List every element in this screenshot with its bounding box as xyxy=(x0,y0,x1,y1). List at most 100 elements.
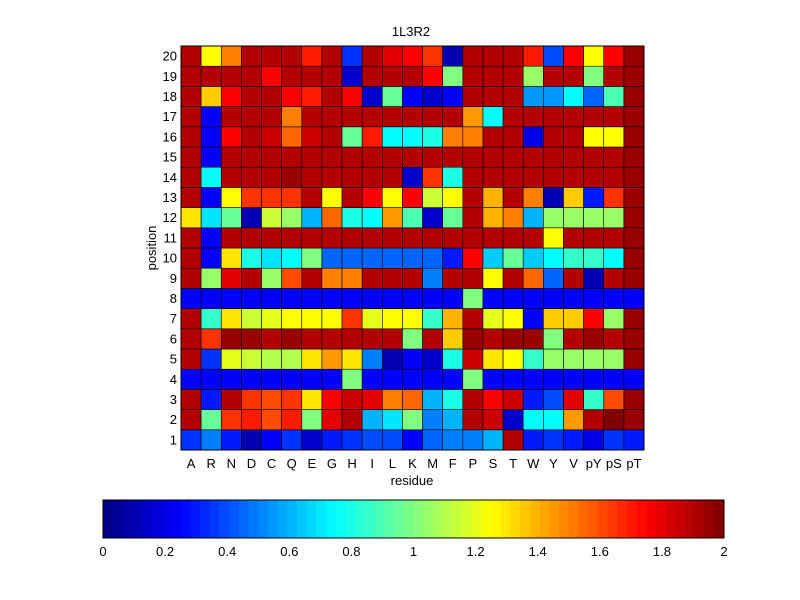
heatmap-cell xyxy=(623,328,645,350)
heatmap-cell xyxy=(180,288,202,309)
heatmap-cell xyxy=(200,65,222,87)
heatmap-cell xyxy=(543,65,564,87)
x-tick-label: Q xyxy=(287,456,297,471)
heatmap-cell xyxy=(623,288,645,309)
colorbar-tick-label: 0 xyxy=(99,544,106,559)
x-tick-label: Y xyxy=(549,456,558,471)
heatmap-cell xyxy=(522,308,544,330)
heatmap-cell xyxy=(502,328,524,350)
colorbar-tick-labels: 0 0.2 0.4 0.6 0.8 1 1.2 1.4 1.6 1.8 2 xyxy=(99,544,727,559)
heatmap-cell xyxy=(442,389,464,410)
heatmap-cell xyxy=(482,187,504,208)
heatmap-cell xyxy=(301,207,323,229)
heatmap-cell xyxy=(402,348,423,370)
colorbar-band xyxy=(607,500,618,538)
heatmap-cell xyxy=(543,166,564,188)
heatmap-cell xyxy=(200,207,222,229)
chart-title: 1L3R2 xyxy=(392,24,430,39)
heatmap-cell xyxy=(381,106,403,128)
heatmap-cell xyxy=(402,429,423,451)
heatmap-cell xyxy=(180,389,202,410)
heatmap-cell xyxy=(563,146,584,168)
heatmap-cell xyxy=(563,207,584,229)
x-tick-label: W xyxy=(527,456,540,471)
heatmap-cell xyxy=(462,429,484,451)
heatmap-cell xyxy=(321,267,343,289)
heatmap-cell xyxy=(603,368,625,390)
heatmap-cell xyxy=(241,247,262,269)
heatmap-cell xyxy=(200,389,222,410)
heatmap-cell xyxy=(583,247,605,269)
heatmap-cell xyxy=(241,288,262,309)
colorbar-band xyxy=(287,500,298,538)
heatmap-cell xyxy=(361,389,383,410)
heatmap-cell xyxy=(563,45,584,67)
heatmap-cell xyxy=(583,126,605,148)
heatmap-cell xyxy=(241,227,262,249)
heatmap-cell xyxy=(341,106,363,128)
heatmap-cell xyxy=(502,348,524,370)
heatmap-cell xyxy=(563,86,584,107)
heatmap-cell xyxy=(301,45,323,67)
heatmap-cell xyxy=(381,328,403,350)
x-tick-label: P xyxy=(469,456,478,471)
heatmap-cell xyxy=(462,308,484,330)
heatmap-cell xyxy=(301,247,323,269)
heatmap-cell xyxy=(301,227,323,249)
heatmap-cell xyxy=(502,227,524,249)
heatmap-cell xyxy=(422,106,444,128)
heatmap-cell xyxy=(180,267,202,289)
heatmap-cell xyxy=(623,409,645,431)
heatmap-cell xyxy=(462,166,484,188)
colorbar-band xyxy=(141,500,153,538)
heatmap-cell xyxy=(603,65,625,87)
heatmap-cell xyxy=(422,328,444,350)
heatmap-cell xyxy=(563,166,584,188)
heatmap-cell xyxy=(281,207,303,229)
heatmap-cell xyxy=(442,86,464,107)
heatmap-cell xyxy=(502,247,524,269)
heatmap-cell xyxy=(462,328,484,350)
heatmap-cell xyxy=(321,166,343,188)
heatmap-cell xyxy=(180,86,202,107)
heatmap-cell xyxy=(502,409,524,431)
heatmap-cell xyxy=(422,45,444,67)
heatmap-cell xyxy=(603,409,625,431)
heatmap-cell xyxy=(220,348,242,370)
heatmap-cell xyxy=(603,247,625,269)
heatmap-cell xyxy=(502,106,524,128)
heatmap-cell xyxy=(442,166,464,188)
colorbar-band xyxy=(112,500,123,538)
heatmap-cell xyxy=(442,106,464,128)
heatmap-cell xyxy=(563,65,584,87)
heatmap-cell xyxy=(261,247,282,269)
heatmap-cell xyxy=(180,328,202,350)
heatmap-cell xyxy=(200,308,222,330)
heatmap-cell xyxy=(381,247,403,269)
heatmap-cell xyxy=(522,146,544,168)
y-tick-label: 13 xyxy=(163,190,177,205)
heatmap-cell xyxy=(200,247,222,269)
colorbar-tick-label: 1.8 xyxy=(653,544,671,559)
x-tick-label: pY xyxy=(586,456,602,471)
heatmap-cell xyxy=(502,389,524,410)
heatmap-cell xyxy=(563,348,584,370)
heatmap-cell xyxy=(361,429,383,451)
heatmap-cell xyxy=(422,288,444,309)
heatmap-cell xyxy=(321,308,343,330)
colorbar-band xyxy=(568,500,579,538)
heatmap-cell xyxy=(522,106,544,128)
heatmap-cell xyxy=(341,389,363,410)
heatmap-cell xyxy=(442,429,464,451)
heatmap-cell xyxy=(220,227,242,249)
heatmap-cell xyxy=(462,227,484,249)
heatmap-cell xyxy=(623,166,645,188)
heatmap-cell xyxy=(543,106,564,128)
heatmap-cell xyxy=(563,308,584,330)
heatmap-cell xyxy=(241,146,262,168)
heatmap-cell xyxy=(321,86,343,107)
heatmap-cell xyxy=(502,368,524,390)
heatmap-cell xyxy=(200,348,222,370)
heatmap-cell xyxy=(341,308,363,330)
